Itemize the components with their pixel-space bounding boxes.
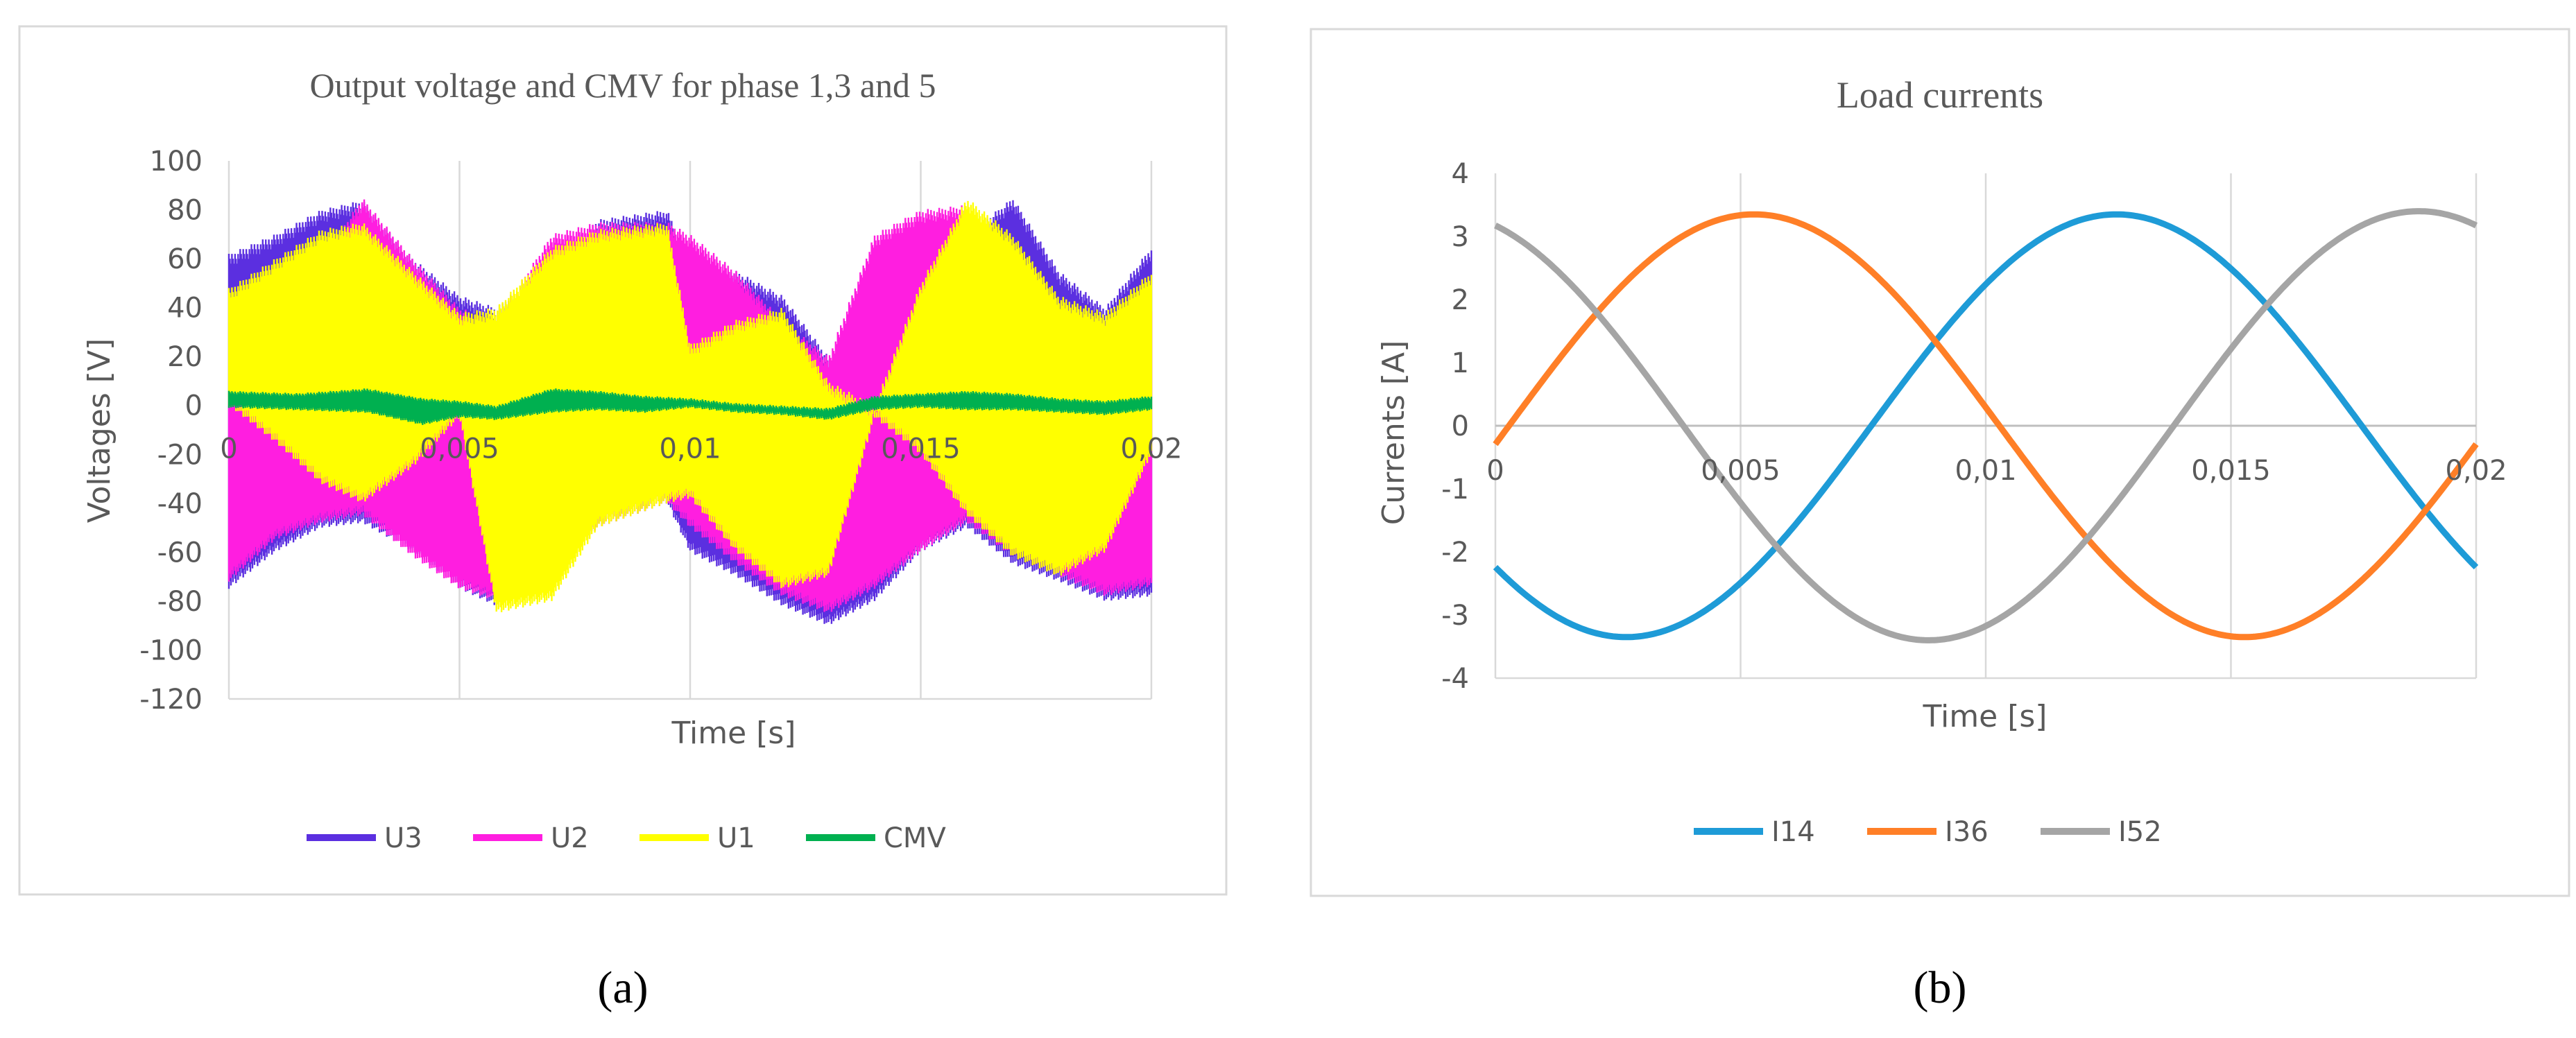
- series-i52: [1494, 208, 2478, 643]
- x-tick-label: 0,01: [1955, 455, 2016, 487]
- y-tick-label: -4: [1441, 663, 1469, 695]
- y-tick-label: 40: [167, 293, 203, 325]
- legend-label-u3: U3: [384, 822, 422, 854]
- legend-label-i52: I52: [2118, 816, 2162, 848]
- chart-b-legend: I14 I36 I52: [1694, 816, 2162, 848]
- y-tick-label: -40: [157, 488, 203, 520]
- chart-b-plot-area: [1493, 208, 2479, 643]
- chart-a-legend: U3 U2 U1 CMV: [307, 822, 946, 854]
- y-tick-label: 80: [167, 195, 203, 227]
- chart-a-y-ticks: 100 80 60 40 20 0 -20 -40 -60 -80 -100 -120: [139, 146, 203, 716]
- chart-a-x-axis-title: Time [s]: [671, 716, 796, 751]
- y-tick-label: -60: [157, 537, 203, 569]
- y-tick-label: 60: [167, 243, 203, 275]
- y-tick-label: 1: [1452, 347, 1469, 379]
- x-tick-label: 0,015: [2191, 455, 2271, 487]
- chart-b-frame: [1310, 28, 2570, 897]
- y-tick-label: 20: [167, 341, 203, 373]
- chart-a-title: Output voltage and CMV for phase 1,3 and…: [309, 66, 936, 105]
- y-tick-label: -120: [139, 684, 203, 716]
- chart-b-x-ticks: 0 0,005 0,01 0,015 0,02: [1486, 455, 2507, 487]
- x-tick-label: 0,005: [1701, 455, 1780, 487]
- x-tick-label: 0,01: [659, 433, 721, 465]
- y-tick-label: -2: [1441, 537, 1469, 569]
- caption-a: (a): [597, 962, 648, 1013]
- legend-label-i14: I14: [1771, 816, 1815, 848]
- chart-a-y-axis-title: Voltages [V]: [82, 338, 117, 523]
- y-tick-label: 4: [1452, 158, 1469, 190]
- chart-a-x-ticks: 0 0,005 0,01 0,015 0,02: [220, 433, 1182, 465]
- y-tick-label: -80: [157, 586, 203, 618]
- legend-label-u1: U1: [717, 822, 755, 854]
- y-tick-label: -100: [139, 634, 203, 666]
- y-tick-label: -3: [1441, 600, 1469, 632]
- chart-a: Output voltage and CMV for phase 1,3 and…: [18, 25, 1228, 896]
- y-tick-label: 3: [1452, 221, 1469, 253]
- x-tick-label: 0: [1486, 455, 1504, 487]
- y-tick-label: -1: [1441, 474, 1469, 505]
- caption-b: (b): [1914, 962, 1967, 1013]
- x-tick-label: 0,015: [881, 433, 961, 465]
- chart-b-y-axis-title: Currents [A]: [1376, 340, 1411, 526]
- x-tick-label: 0,005: [420, 433, 499, 465]
- y-tick-label: 2: [1452, 284, 1469, 316]
- chart-b-title: Load currents: [1837, 74, 2043, 116]
- series-u1: [227, 200, 1153, 612]
- y-tick-label: -20: [157, 439, 203, 471]
- series-i36: [1493, 211, 2479, 641]
- series-cmv: [227, 388, 1153, 425]
- y-tick-label: 0: [1452, 410, 1469, 442]
- chart-b-y-ticks: 4 3 2 1 0 -1 -2 -3 -4: [1441, 158, 1469, 695]
- y-tick-label: 100: [150, 146, 203, 178]
- legend-label-i36: I36: [1945, 816, 1989, 848]
- chart-b-x-axis-title: Time [s]: [1923, 699, 2047, 734]
- chart-b-gridlines: [1494, 173, 2478, 680]
- x-tick-label: 0: [220, 433, 237, 465]
- series-i14: [1493, 211, 2479, 641]
- legend-label-u2: U2: [551, 822, 589, 854]
- chart-a-plot-area: [227, 199, 1153, 624]
- x-tick-label: 0,02: [2445, 455, 2507, 487]
- y-tick-label: 0: [185, 390, 203, 422]
- chart-b: Load currents 4 3 2 1 0 -1 -2 -3 -4 0 0,005 0,01 0,…: [1310, 28, 2570, 897]
- x-tick-label: 0,02: [1120, 433, 1182, 465]
- legend-label-cmv: CMV: [884, 822, 946, 854]
